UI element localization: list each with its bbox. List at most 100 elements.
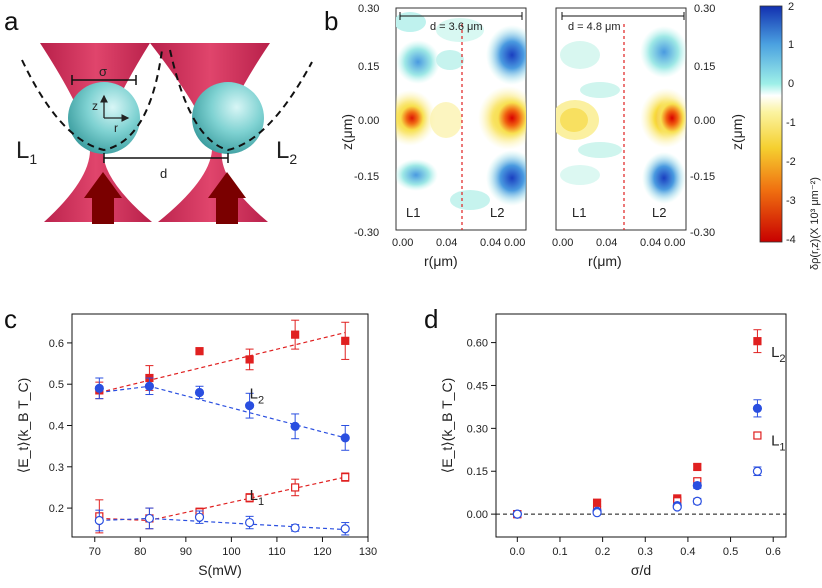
cbar-tick-3: -1 (786, 117, 796, 129)
b-left-xlabel: r(μm) (424, 253, 458, 269)
c-point (195, 347, 204, 356)
c-point (340, 524, 350, 534)
d-point (592, 508, 602, 518)
d-plot-frame (495, 313, 787, 538)
d-xtick-label: 0.6 (766, 546, 781, 558)
potential-left (21, 49, 163, 152)
d-xtick-label: 0.4 (680, 546, 695, 558)
c-point (194, 387, 205, 398)
b-right-yticks: 0.30 0.15 0.00 -0.15 -0.30 (690, 3, 715, 239)
c-point (245, 493, 254, 502)
colorbar: 2 1 0 -1 -2 -3 -4 δρ(r,z)(X 10³ μm⁻²) (759, 1, 821, 270)
d-point (672, 502, 682, 512)
c-fit-line (99, 385, 346, 439)
b-left-yticks: 0.30 0.15 0.00 -0.15 -0.30 (354, 3, 379, 239)
d-ytick-label: 0.45 (467, 380, 488, 392)
colorbar-gradient (759, 5, 783, 243)
d-point (753, 431, 762, 440)
b-ytick-right-1: 0.15 (694, 61, 715, 73)
c-ytick-label: 0.4 (49, 421, 64, 433)
z-label: z (92, 99, 98, 113)
c-series-annotation: L1 (250, 487, 264, 508)
c-point (340, 433, 350, 443)
c-xtick-label: 120 (313, 546, 331, 558)
b-ytick-right-0: 0.30 (694, 3, 715, 15)
b-ytick-left-3: -0.15 (354, 171, 379, 183)
b-xticks: 0.00 0.04 0.04 0.00 0.00 0.04 0.04 0.00 (392, 237, 685, 249)
trap-label-l1: L1 (16, 137, 37, 167)
b-xtick-2: 0.04 (480, 237, 501, 249)
d-ytick-label: 0.00 (467, 509, 488, 521)
b-right-xlabel: r(μm) (588, 253, 622, 269)
d-series-annotation: L2 (771, 344, 785, 365)
density-map-right: d = 4.8 μm L1 L2 (555, 7, 687, 231)
b-ytick-left-1: 0.15 (358, 61, 379, 73)
c-xtick-label: 80 (134, 546, 146, 558)
c-point (341, 336, 350, 345)
d-xtick-label: 0.0 (510, 546, 525, 558)
c-point (245, 355, 254, 364)
d-point (692, 480, 702, 491)
c-point (94, 383, 104, 393)
left-map-d-label: d = 3.6 μm (430, 21, 483, 33)
c-fit-line (99, 332, 346, 394)
c-point (341, 473, 350, 482)
left-map-l1: L1 (406, 205, 420, 220)
c-xtick-label: 70 (89, 546, 101, 558)
c-xlabel: S(mW) (198, 562, 242, 578)
d-point (752, 466, 763, 476)
d-point (692, 496, 702, 506)
d-xtick-label: 0.1 (552, 546, 567, 558)
c-xtick-label: 110 (268, 546, 286, 558)
right-map-l2: L2 (652, 205, 666, 220)
cbar-tick-6: -4 (786, 234, 796, 246)
c-point (291, 483, 300, 492)
b-xtick-4: 0.00 (552, 237, 573, 249)
potential-right (169, 49, 313, 152)
d-point (752, 403, 763, 413)
c-point (290, 523, 300, 533)
cbar-tick-5: -3 (786, 195, 796, 207)
d-series-annotation: L1 (771, 433, 785, 454)
d-point (512, 509, 522, 519)
d-point (753, 337, 762, 346)
b-ytick-left-4: -0.30 (354, 227, 379, 239)
b-xtick-5: 0.04 (596, 237, 617, 249)
b-xtick-3: 0.00 (504, 237, 525, 249)
c-point (290, 421, 300, 431)
atom-cloud-right (192, 82, 264, 154)
density-map-left: d = 3.6 μm L1 L2 (395, 7, 527, 231)
d-ytick-label: 0.15 (467, 466, 488, 478)
panel-c: c 70 80 90 100 110 120 130 0.2 0.3 0.4 0.5 0.6 S(mW)… (4, 304, 377, 578)
cbar-tick-2: 0 (788, 78, 794, 90)
d-point (592, 498, 602, 507)
panel-b: b d = 3.6 μm (324, 1, 821, 270)
cbar-tick-1: 1 (788, 39, 794, 51)
b-ytick-right-2: 0.00 (694, 115, 715, 127)
b-ytick-left-0: 0.30 (358, 3, 379, 15)
separation-label: d (160, 166, 167, 181)
c-point (194, 512, 205, 522)
panel-d-label: d (424, 304, 438, 334)
b-ytick-right-4: -0.30 (690, 227, 715, 239)
left-map-l2: L2 (490, 205, 504, 220)
trap-label-l2: L2 (276, 137, 297, 167)
panel-a-label: a (4, 6, 19, 36)
c-xtick-label: 90 (180, 546, 192, 558)
b-xtick-0: 0.00 (392, 237, 413, 249)
d-point (693, 462, 702, 472)
c-series-annotation: L2 (250, 386, 264, 407)
c-fit-line (99, 476, 346, 522)
right-map-d-label: d = 4.8 μm (568, 21, 621, 33)
d-ytick-label: 0.60 (467, 338, 488, 350)
c-ytick-label: 0.2 (49, 503, 64, 515)
c-plot-frame (71, 313, 369, 538)
panel-b-label: b (324, 6, 338, 36)
b-xtick-1: 0.04 (436, 237, 457, 249)
c-point (144, 381, 155, 391)
d-xtick-label: 0.5 (723, 546, 738, 558)
b-ytick-left-2: 0.00 (358, 115, 379, 127)
d-xlabel: σ/d (631, 562, 651, 578)
c-ytick-label: 0.6 (49, 338, 64, 350)
